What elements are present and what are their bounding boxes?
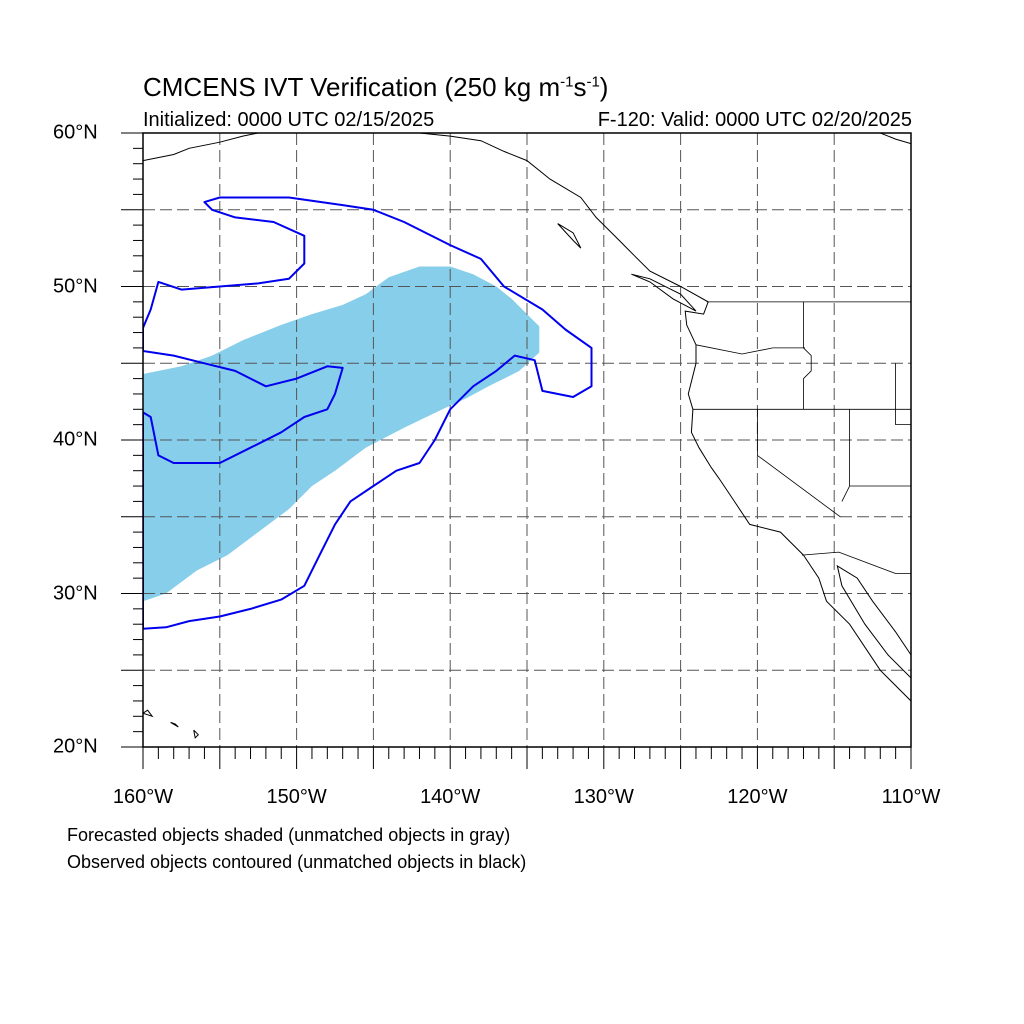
lon-label: 140°W <box>420 786 481 808</box>
lat-label: 40°N <box>53 428 98 451</box>
lon-label: 110°W <box>881 786 941 808</box>
coastline <box>193 729 200 739</box>
observed-ivt-contour <box>143 196 593 630</box>
coastline <box>143 133 259 162</box>
coastline <box>836 564 911 679</box>
observed-note: Observed objects contoured (unmatched ob… <box>67 852 527 872</box>
political-border <box>801 551 911 574</box>
valid-time: F-120: Valid: 0000 UTC 02/20/2025 <box>597 109 912 131</box>
lon-label: 150°W <box>266 786 327 808</box>
lon-label: 120°W <box>727 786 788 808</box>
coastline <box>143 709 154 718</box>
lon-label: 130°W <box>573 786 634 808</box>
political-border <box>695 344 805 355</box>
forecast-note: Forecasted objects shaded (unmatched obj… <box>67 825 511 845</box>
political-border <box>841 409 850 502</box>
coastline <box>880 133 911 145</box>
political-border <box>895 363 911 426</box>
lat-label: 50°N <box>53 275 98 297</box>
map-frame <box>142 132 912 748</box>
initialized-time: Initialized: 0000 UTC 02/15/2025 <box>143 109 435 131</box>
lat-label: 60°N <box>53 121 98 144</box>
lat-label: 30°N <box>53 582 98 604</box>
lat-label: 20°N <box>53 735 98 758</box>
coastline <box>419 133 804 556</box>
political-border <box>803 301 812 410</box>
lon-label: 160°W <box>112 786 174 808</box>
coastline <box>170 721 179 728</box>
coastline <box>803 554 911 702</box>
coastline <box>631 273 697 312</box>
forecast-ivt-object <box>143 266 540 602</box>
chart-title: CMCENS IVT Verification (250 kg m-1s-1) <box>143 72 609 102</box>
political-border <box>757 409 841 518</box>
coastline <box>557 223 582 249</box>
